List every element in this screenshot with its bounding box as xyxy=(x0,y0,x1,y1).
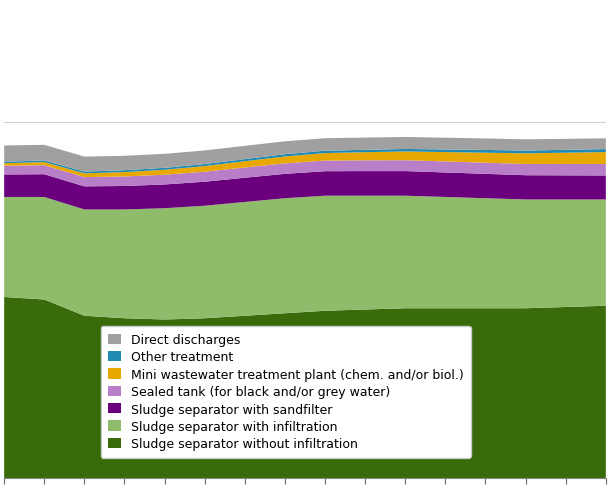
Legend: Direct discharges, Other treatment, Mini wastewater treatment plant (chem. and/o: Direct discharges, Other treatment, Mini… xyxy=(101,326,471,458)
